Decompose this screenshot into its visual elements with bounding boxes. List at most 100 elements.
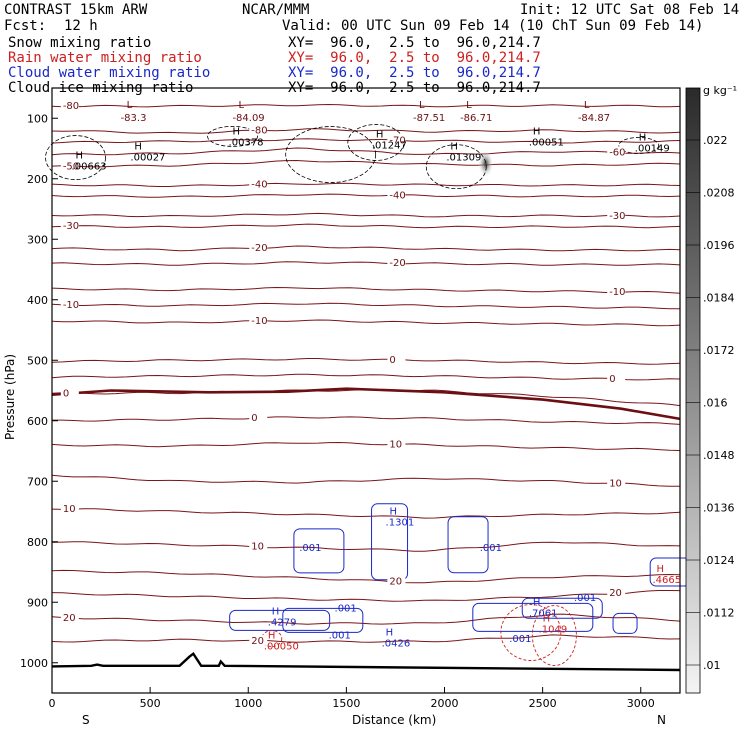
temperature-contour xyxy=(51,286,681,294)
y-tick-label: 800 xyxy=(27,536,48,549)
cloud-water-max-marker: H xyxy=(386,628,394,639)
contour-labels: -80 -80 -70 -60 -50 -40 -40 -30 -30 -20 -20 -10 -10 -… xyxy=(60,100,681,653)
ice-max-marker: H xyxy=(76,151,84,162)
low-marker: L xyxy=(584,100,590,111)
axis-ticks: 0 500 1000 1500 2000 2500 30001002003004005006… xyxy=(20,112,655,710)
contour-label: -80 xyxy=(63,101,79,112)
ice-max-value: .00663 xyxy=(72,162,107,173)
contour-label: -80 xyxy=(251,126,267,137)
y-axis-label: Pressure (hPa) xyxy=(3,354,17,440)
low-value: -83.3 xyxy=(121,113,147,124)
contour-label-bg xyxy=(249,178,268,189)
ice-contour xyxy=(45,135,106,180)
plot-frame xyxy=(51,87,681,694)
zero-isotherm xyxy=(51,387,681,421)
ice-max-marker: H xyxy=(134,142,142,153)
contour-label: -50 xyxy=(63,161,79,172)
field-cloudwater-name: Cloud water mixing ratio xyxy=(8,65,211,81)
contour-label: 10 xyxy=(63,504,76,515)
cloud-water-value: .4279 xyxy=(268,617,297,628)
x-tick-label: 500 xyxy=(140,697,161,710)
cloud-water-max-marker: H xyxy=(390,507,398,518)
temperature-contour xyxy=(51,613,681,625)
contour-label-bg xyxy=(607,209,626,220)
contour-label: 20 xyxy=(609,588,622,599)
low-marker: L xyxy=(127,100,133,111)
temperature-contour xyxy=(51,634,681,643)
x-tick-label: 1000 xyxy=(234,697,262,710)
low-marker: L xyxy=(419,100,425,111)
x-tick-label: 3000 xyxy=(627,697,655,710)
rain-value: .4665 xyxy=(652,575,681,586)
contour-label-bg xyxy=(249,124,268,135)
contour-label-bg xyxy=(249,241,268,252)
x-axis-label: Distance (km) xyxy=(352,713,436,727)
cloud-water-value: .001 xyxy=(329,631,351,642)
low-value: -84.09 xyxy=(232,113,264,124)
cloud-water-contour xyxy=(447,516,489,574)
ice-max-value: .00149 xyxy=(635,144,670,155)
ice-max-marker: H xyxy=(533,126,541,137)
ice-contour xyxy=(285,126,377,183)
ice-max-marker: H xyxy=(376,129,384,140)
x-tick-label: 1500 xyxy=(332,697,360,710)
cloud-water-contour xyxy=(282,607,364,633)
contour-label: -30 xyxy=(609,211,625,222)
contour-label-bg xyxy=(249,315,268,326)
colorbar-tick-label: .0208 xyxy=(703,187,735,200)
colorbar-tick-label: .016 xyxy=(703,397,728,410)
contour-label: 0 xyxy=(609,374,615,385)
colorbar: .022 .0208 .0196 .0184 .0172 .016 .0148 .0136 .0… xyxy=(685,87,735,694)
contour-label-bg xyxy=(387,575,406,586)
forecast-value: 12 h xyxy=(64,18,98,34)
low-value: -87.51 xyxy=(413,113,445,124)
temperature-contour xyxy=(52,416,681,425)
contour-label-bg xyxy=(249,634,268,645)
x-tick-label: 0 xyxy=(49,697,56,710)
y-tick-label: 200 xyxy=(27,173,48,186)
contour-label-bg xyxy=(387,134,406,145)
low-marker: L xyxy=(238,100,244,111)
contour-label-bg xyxy=(607,587,626,598)
cloud-water-value: .1301 xyxy=(386,518,415,529)
rain-contour xyxy=(500,604,562,661)
valid-time: Valid: 00 UTC Sun 09 Feb 14 (10 ChT Sun … xyxy=(282,18,704,34)
temperature-contour xyxy=(51,223,681,229)
low-value: -84.87 xyxy=(578,113,610,124)
x-tick-label: 2500 xyxy=(529,697,557,710)
contour-label-bg xyxy=(387,438,406,449)
rain-max-marker: H xyxy=(268,631,276,642)
cloud-water-value: .0426 xyxy=(382,639,411,650)
colorbar-tick-label: .0112 xyxy=(703,607,735,620)
colorbar-tick-label: .0184 xyxy=(703,292,735,305)
contour-label: -60 xyxy=(609,147,625,158)
contour-label: -40 xyxy=(389,190,405,201)
cloud-water-contour xyxy=(521,597,603,619)
colorbar-tick-label: .0196 xyxy=(703,239,735,252)
field-cloudwater-xy: XY= 96.0, 2.5 to 96.0,214.7 xyxy=(288,65,541,81)
cloud-water-max-marker: H xyxy=(533,597,541,608)
field-rain-xy: XY= 96.0, 2.5 to 96.0,214.7 xyxy=(288,50,541,66)
cloud-water-value: .001 xyxy=(509,634,531,645)
rain-contour xyxy=(531,605,577,666)
temperature-contour xyxy=(51,138,681,144)
contour-label: -70 xyxy=(389,135,405,146)
field-snow-xy: XY= 96.0, 2.5 to 96.0,214.7 xyxy=(288,35,541,51)
colorbar-tick-label: .0172 xyxy=(703,344,735,357)
y-tick-label: 600 xyxy=(27,415,48,428)
temperature-contour xyxy=(51,569,681,584)
contour-label-bg xyxy=(60,611,79,622)
contour-label: -20 xyxy=(251,243,267,254)
colorbar-scale xyxy=(685,87,701,694)
contour-label-bg xyxy=(607,285,626,296)
contour-label-bg xyxy=(607,373,626,384)
contour-label: 0 xyxy=(389,355,395,366)
plot-border xyxy=(51,87,681,694)
temperature-contour xyxy=(51,159,681,168)
temperature-contour xyxy=(51,261,681,266)
temperature-contour xyxy=(51,474,681,487)
y-tick-label: 500 xyxy=(27,354,48,367)
contour-label: 0 xyxy=(251,413,257,424)
temperature-contour xyxy=(51,103,681,108)
